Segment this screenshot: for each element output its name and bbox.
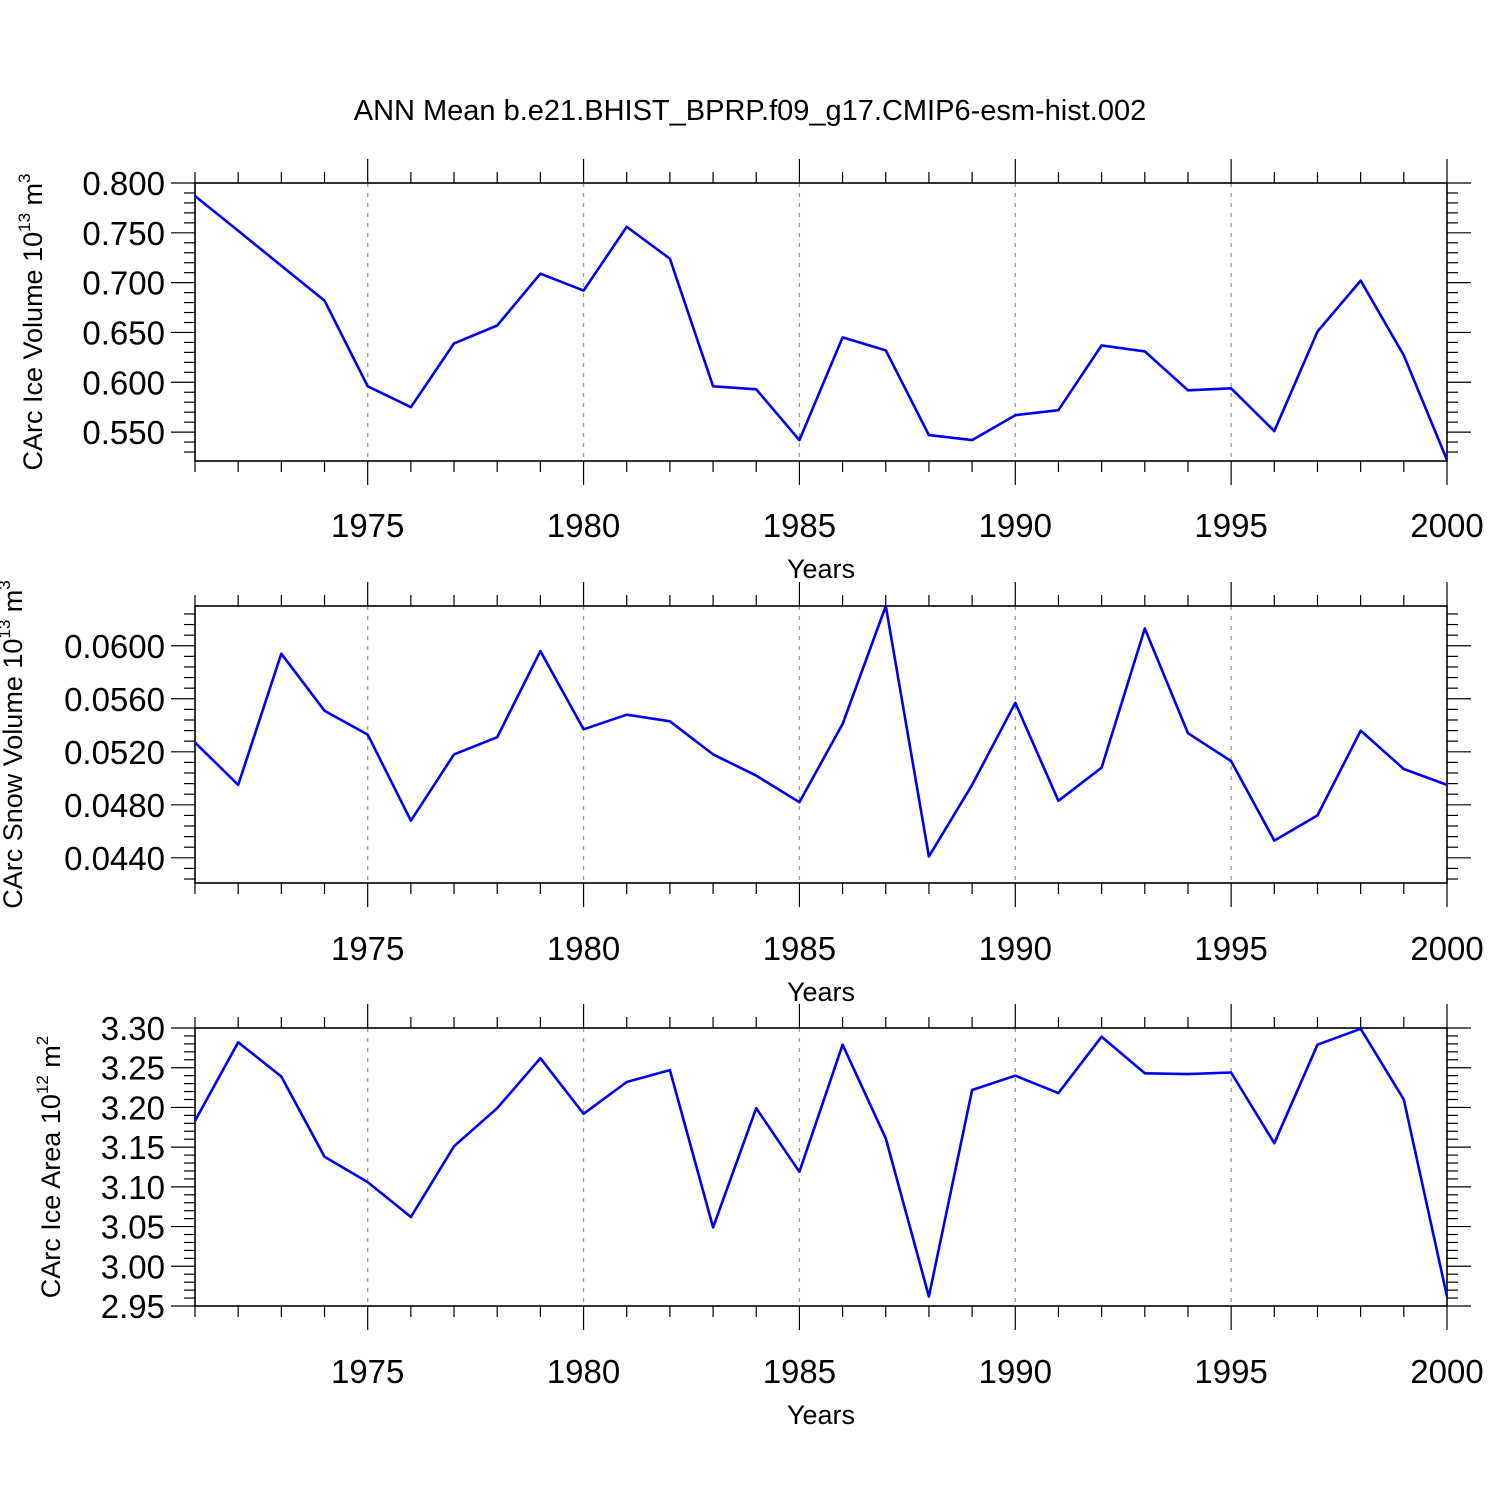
y-axis-label: CArc Ice Area 1012 m2 <box>33 1036 66 1299</box>
x-axis-label: Years <box>787 554 855 584</box>
plot-frame <box>194 1027 1448 1307</box>
series-line <box>194 194 1449 461</box>
x-tick-label: 1980 <box>547 1353 620 1390</box>
y-tick-label: 0.650 <box>82 314 165 351</box>
x-tick-label: 1975 <box>331 507 404 544</box>
plot-frame <box>194 182 1448 462</box>
y-tick-label: 3.15 <box>101 1129 165 1166</box>
y-tick-label: 0.550 <box>82 414 165 451</box>
y-tick-label: 0.0480 <box>64 787 165 824</box>
y-tick-label: 0.700 <box>82 265 165 302</box>
x-tick-label: 1990 <box>979 930 1052 967</box>
y-tick-label: 0.0560 <box>64 681 165 718</box>
y-tick-label: 0.800 <box>82 165 165 202</box>
y-tick-label: 0.600 <box>82 364 165 401</box>
y-tick-label: 3.20 <box>101 1089 165 1126</box>
x-tick-label: 2000 <box>1410 1353 1483 1390</box>
series-line <box>193 1027 1449 1298</box>
x-tick-label: 1975 <box>331 1353 404 1390</box>
y-tick-label: 3.00 <box>101 1248 165 1285</box>
x-tick-label: 1995 <box>1194 1353 1267 1390</box>
x-tick-label: 1995 <box>1194 507 1267 544</box>
panels: 0.550 0.600 0.650 0.700 0.750 0.800 1975 1980 19… <box>0 159 1484 1430</box>
series-line <box>194 604 1448 858</box>
panel-3: 2.953.003.053.103.153.203.253.30 1975 1980… <box>33 1004 1484 1430</box>
y-tick-label: 0.0600 <box>64 628 165 665</box>
y-tick-label: 0.0440 <box>64 840 165 877</box>
x-tick-label: 1985 <box>763 930 836 967</box>
plot-frame <box>194 605 1448 884</box>
y-tick-label: 3.25 <box>101 1050 165 1087</box>
x-axis-label: Years <box>787 1400 855 1430</box>
x-tick-label: 1975 <box>331 930 404 967</box>
x-tick-label: 1980 <box>547 507 620 544</box>
y-tick-label: 3.10 <box>101 1169 165 1206</box>
panel-1: 0.550 0.600 0.650 0.700 0.750 0.800 1975 1980 19… <box>15 159 1484 584</box>
y-tick-label: 0.0520 <box>64 734 165 771</box>
x-tick-label: 1980 <box>547 930 620 967</box>
x-tick-label: 1990 <box>979 1353 1052 1390</box>
x-tick-label: 1995 <box>1194 930 1267 967</box>
y-tick-label: 3.05 <box>101 1209 165 1246</box>
y-axis-label: CArc Snow Volume 1013 m3 <box>0 580 28 909</box>
x-axis-label: Years <box>787 977 855 1007</box>
y-tick-label: 2.95 <box>101 1288 165 1325</box>
x-tick-label: 2000 <box>1410 930 1483 967</box>
x-tick-label: 1985 <box>763 507 836 544</box>
y-tick-label: 3.30 <box>101 1010 165 1047</box>
y-axis-label: CArc Ice Volume 1013 m3 <box>15 173 48 470</box>
chart-title: ANN Mean b.e21.BHIST_BPRP.f09_g17.CMIP6-… <box>354 95 1147 127</box>
y-tick-label: 0.750 <box>82 215 165 252</box>
x-tick-label: 1990 <box>979 507 1052 544</box>
x-tick-label: 1985 <box>763 1353 836 1390</box>
x-tick-label: 2000 <box>1410 507 1483 544</box>
panel-2: 0.0440 0.0480 0.0520 0.0560 0.0600 1975 1980 19… <box>0 580 1484 1007</box>
